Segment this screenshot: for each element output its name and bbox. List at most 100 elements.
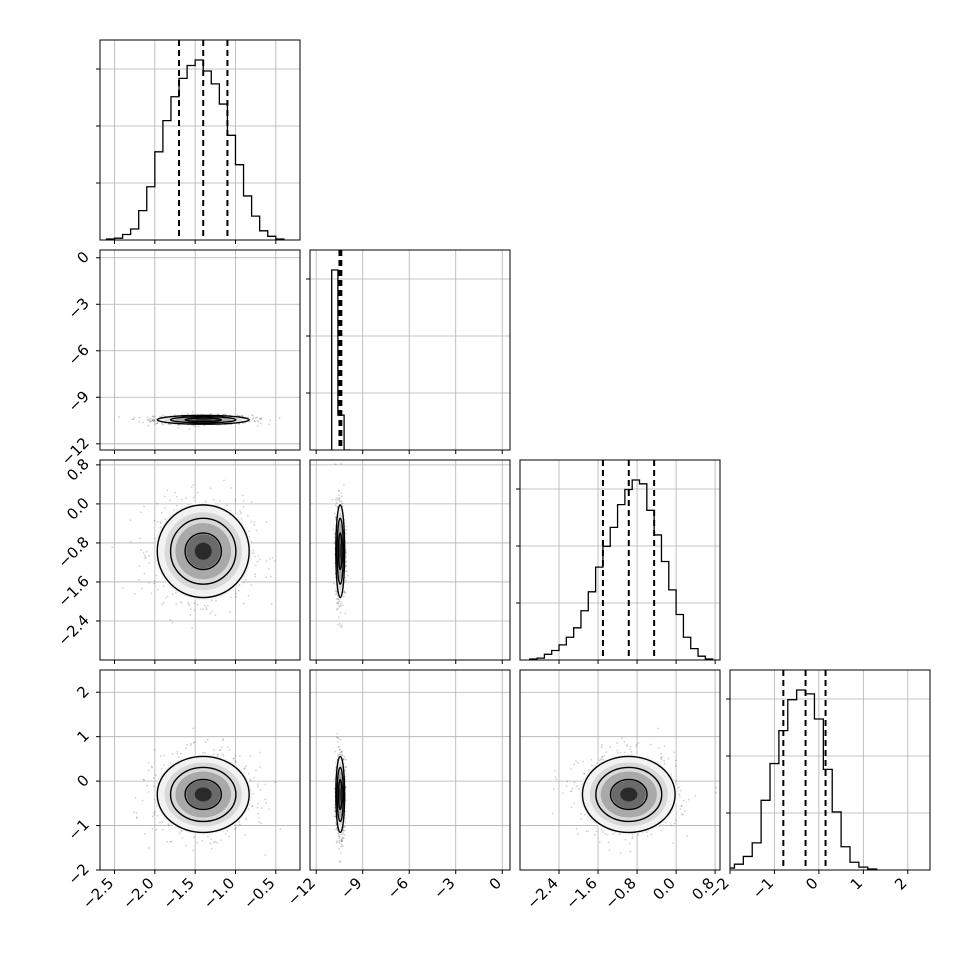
sample-point xyxy=(338,839,341,842)
sample-point xyxy=(161,829,164,831)
sample-point xyxy=(173,413,176,416)
contour-line xyxy=(337,778,343,811)
sample-point xyxy=(344,554,347,557)
sample-point xyxy=(251,414,254,416)
sample-point xyxy=(150,420,152,423)
sample-point xyxy=(338,737,340,740)
sample-point xyxy=(180,601,183,604)
sample-point xyxy=(342,757,345,760)
panel-frame xyxy=(99,459,301,661)
density-layer xyxy=(118,411,281,431)
sample-point xyxy=(270,603,273,605)
contour-line xyxy=(335,755,346,834)
sample-point xyxy=(260,417,263,420)
sample-point xyxy=(569,790,572,793)
sample-point xyxy=(165,596,167,599)
sample-point xyxy=(334,750,337,753)
sample-point xyxy=(239,755,241,758)
sample-point xyxy=(143,505,145,508)
sample-point xyxy=(344,766,347,769)
sample-point xyxy=(339,605,342,607)
sample-point xyxy=(235,761,237,764)
sample-point xyxy=(219,839,222,842)
sample-point xyxy=(343,595,345,598)
sample-point xyxy=(341,750,343,753)
sample-point xyxy=(148,421,151,423)
sample-point xyxy=(201,839,204,842)
sample-point xyxy=(180,601,183,603)
sample-point xyxy=(204,500,207,503)
sample-point xyxy=(344,769,346,772)
sample-point xyxy=(166,489,169,492)
sample-point xyxy=(152,419,155,421)
sample-point xyxy=(171,593,174,595)
sample-point xyxy=(170,840,173,843)
sample-point xyxy=(221,746,223,749)
sample-point xyxy=(226,504,228,507)
sample-point xyxy=(345,552,347,554)
sample-point xyxy=(590,758,593,761)
sample-point xyxy=(244,578,247,581)
sample-point xyxy=(265,801,267,804)
sample-point xyxy=(339,611,342,614)
sample-point xyxy=(265,560,268,563)
sample-point xyxy=(253,420,256,422)
sample-point xyxy=(336,607,339,610)
sample-point xyxy=(274,781,277,784)
sample-point xyxy=(148,562,151,565)
sample-point xyxy=(345,758,347,761)
sample-point xyxy=(199,608,202,611)
sample-point xyxy=(144,557,147,560)
sample-point xyxy=(154,810,157,813)
sample-point xyxy=(152,420,155,422)
sample-point xyxy=(278,417,281,419)
sample-point xyxy=(175,603,178,606)
sample-point xyxy=(576,833,579,835)
sample-point xyxy=(331,498,334,501)
contour-line xyxy=(184,417,223,423)
sample-point xyxy=(342,758,345,761)
sample-point xyxy=(244,834,247,836)
sample-point xyxy=(172,509,175,511)
sample-point xyxy=(245,817,248,820)
panel-grid xyxy=(310,250,510,450)
sample-point xyxy=(604,833,607,835)
sample-point xyxy=(341,502,344,505)
sample-point xyxy=(154,423,157,425)
sample-point xyxy=(209,413,212,415)
sample-point xyxy=(222,738,225,740)
sample-point xyxy=(228,749,231,751)
plot-layer: −2.5 −2.0 −1.5 −1.0 −0.5 −12 −9 −6 −3 0 −2.4 −1.6 −0… xyxy=(54,39,931,913)
sample-point xyxy=(340,751,343,754)
sample-point xyxy=(140,587,143,590)
sample-point xyxy=(254,417,257,419)
sample-point xyxy=(171,621,174,624)
sample-point xyxy=(249,755,252,758)
sample-point xyxy=(153,812,155,814)
sample-point xyxy=(241,415,243,418)
sample-point xyxy=(259,558,261,561)
sample-point xyxy=(338,837,341,840)
sample-point xyxy=(343,758,345,761)
sample-point xyxy=(210,599,213,602)
sample-point xyxy=(343,590,346,593)
sample-point xyxy=(160,767,163,770)
sample-point xyxy=(180,498,183,501)
sample-point xyxy=(257,802,259,805)
sample-point xyxy=(340,838,343,841)
sample-point xyxy=(336,602,339,605)
sample-point xyxy=(260,807,263,809)
sample-point xyxy=(209,487,212,490)
sample-point xyxy=(337,746,340,749)
sample-point xyxy=(156,422,159,425)
sample-point xyxy=(341,604,344,607)
sample-point xyxy=(341,505,344,508)
sample-point xyxy=(333,542,336,545)
histogram-step xyxy=(529,479,714,660)
sample-point xyxy=(156,814,159,817)
sample-point xyxy=(245,818,247,821)
sample-point xyxy=(335,608,338,611)
sample-point xyxy=(168,499,171,502)
sample-point xyxy=(202,608,204,611)
sample-point xyxy=(338,499,341,502)
